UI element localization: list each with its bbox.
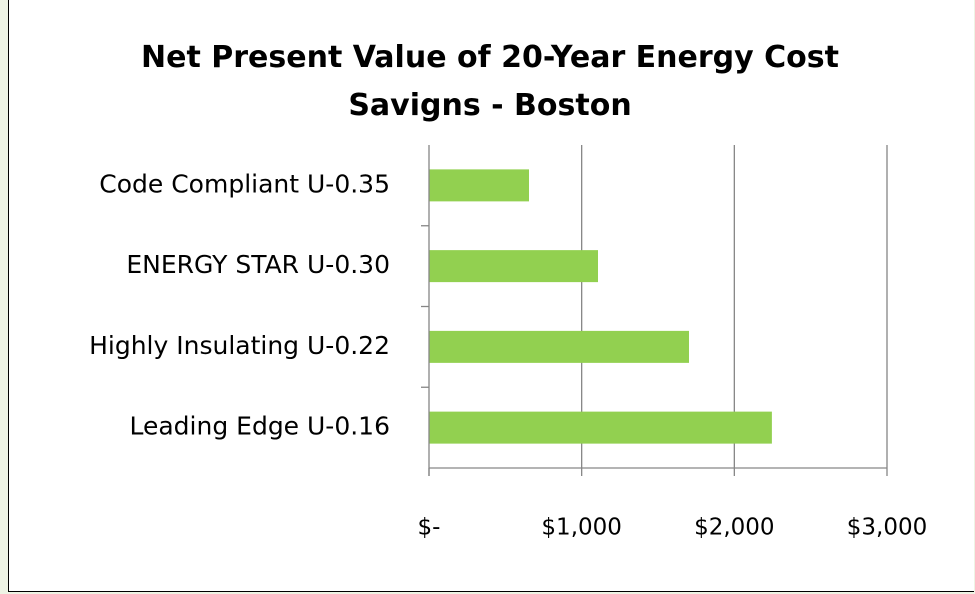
bar [429,330,689,363]
x-tick-label: $- [418,515,441,541]
x-tick-label: $2,000 [694,515,774,541]
y-tick-label: ENERGY STAR U-0.30 [126,250,390,279]
bar [429,411,772,444]
bar [429,250,599,283]
chart-frame [8,0,974,592]
y-tick-label: Highly Insulating U-0.22 [89,331,390,360]
x-tick-label: $1,000 [541,515,621,541]
x-tick-label: $3,000 [847,515,927,541]
y-tick-label: Code Compliant U-0.35 [99,169,390,198]
bar [429,169,529,202]
chart-title: Net Present Value of 20-Year Energy Cost… [141,40,839,123]
y-tick-label: Leading Edge U-0.16 [129,412,390,441]
